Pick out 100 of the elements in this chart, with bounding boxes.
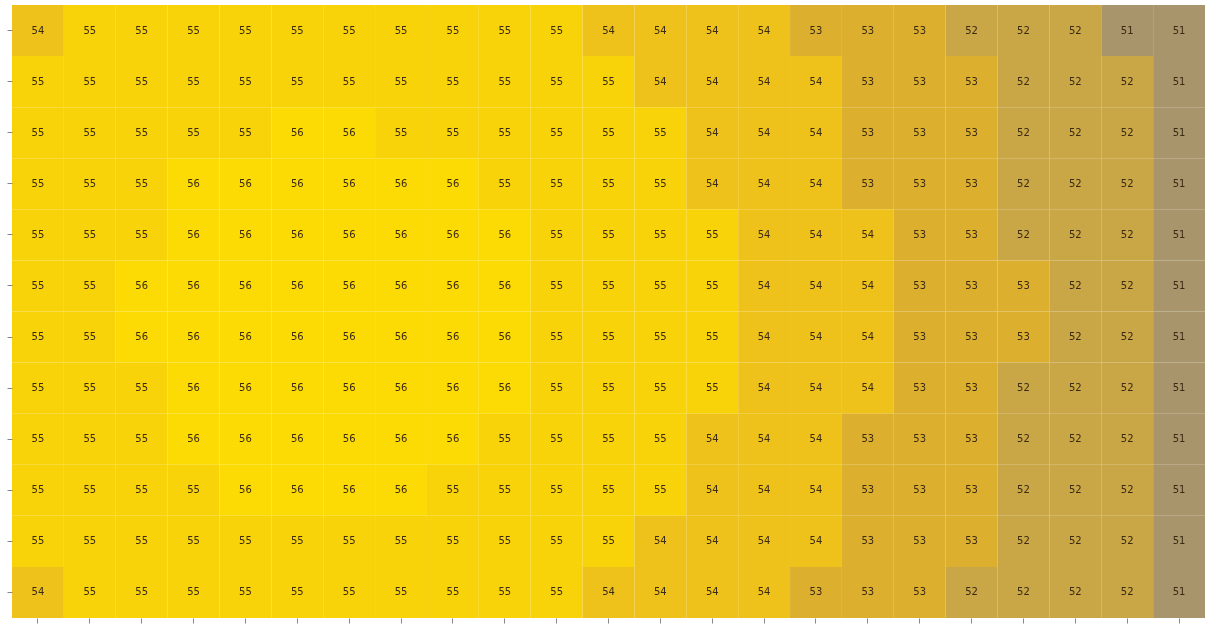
data-label: 51 [1172, 24, 1186, 36]
data-label: 56 [187, 433, 200, 445]
data-label: 55 [654, 177, 667, 189]
data-label: 56 [342, 228, 356, 240]
data-label: 54 [861, 279, 875, 291]
data-label: 54 [757, 24, 771, 36]
data-label: 52 [1017, 484, 1030, 496]
data-label: 55 [135, 126, 149, 138]
data-label: 53 [965, 177, 978, 189]
data-label: 55 [31, 177, 45, 189]
data-label: 52 [1068, 535, 1082, 547]
data-label: 55 [498, 484, 512, 496]
data-label: 55 [550, 75, 563, 87]
data-label: 55 [550, 433, 563, 445]
data-label: 53 [965, 126, 978, 138]
data-label: 52 [1017, 535, 1030, 547]
data-label: 55 [187, 126, 200, 138]
data-label: 56 [446, 177, 460, 189]
data-label: 53 [913, 535, 927, 547]
data-label: 56 [394, 382, 408, 394]
data-label: 55 [602, 433, 615, 445]
data-label: 55 [31, 331, 45, 343]
data-label: 55 [83, 331, 97, 343]
data-label: 51 [1172, 331, 1186, 343]
data-label: 56 [187, 228, 200, 240]
data-label: 52 [1120, 331, 1134, 343]
data-label: 55 [83, 484, 97, 496]
data-label: 56 [394, 279, 408, 291]
data-label: 55 [446, 24, 460, 36]
data-label: 56 [394, 433, 408, 445]
data-label: 53 [809, 24, 823, 36]
data-label: 55 [135, 535, 149, 547]
data-label: 53 [861, 177, 875, 189]
data-label: 55 [135, 177, 149, 189]
data-label: 54 [705, 126, 719, 138]
data-label: 53 [965, 433, 978, 445]
data-label: 55 [550, 586, 563, 598]
data-label: 56 [446, 331, 460, 343]
data-label: 55 [31, 484, 45, 496]
data-label: 55 [83, 586, 97, 598]
data-label: 55 [654, 279, 667, 291]
data-label: 55 [83, 382, 97, 394]
data-label: 53 [913, 586, 927, 598]
data-label: 54 [757, 535, 771, 547]
data-label: 56 [342, 331, 356, 343]
data-label: 55 [705, 331, 719, 343]
data-label: 56 [135, 331, 149, 343]
data-label: 55 [550, 279, 563, 291]
data-label: 55 [135, 24, 149, 36]
data-label: 52 [1068, 382, 1082, 394]
data-label: 55 [394, 586, 408, 598]
data-label: 55 [498, 75, 512, 87]
data-label: 53 [861, 24, 875, 36]
data-label: 52 [1068, 24, 1082, 36]
data-label: 52 [1017, 433, 1030, 445]
data-label: 53 [913, 433, 927, 445]
data-label: 55 [83, 279, 97, 291]
data-label: 53 [965, 484, 978, 496]
data-label: 56 [135, 279, 149, 291]
data-label: 55 [187, 484, 200, 496]
data-label: 53 [1017, 331, 1030, 343]
data-label: 52 [1017, 24, 1030, 36]
data-label: 56 [446, 228, 460, 240]
data-label: 54 [809, 484, 823, 496]
data-label: 54 [757, 433, 771, 445]
data-label: 56 [290, 228, 304, 240]
data-label: 56 [290, 433, 304, 445]
data-label: 54 [757, 279, 771, 291]
data-label: 55 [550, 382, 563, 394]
data-label: 51 [1172, 126, 1186, 138]
data-label: 51 [1172, 535, 1186, 547]
data-label: 55 [135, 586, 149, 598]
data-label: 53 [965, 382, 978, 394]
data-label: 55 [290, 586, 304, 598]
data-label: 55 [83, 75, 97, 87]
data-label: 55 [602, 535, 615, 547]
data-label: 56 [498, 279, 512, 291]
data-label: 55 [602, 126, 615, 138]
data-label: 52 [1068, 484, 1082, 496]
data-label: 54 [757, 331, 771, 343]
data-label: 54 [809, 433, 823, 445]
data-label: 55 [342, 75, 356, 87]
data-label: 55 [83, 24, 97, 36]
data-label: 55 [446, 586, 460, 598]
data-label: 55 [550, 177, 563, 189]
data-label: 56 [187, 382, 200, 394]
data-label: 56 [446, 433, 460, 445]
data-label: 53 [913, 279, 927, 291]
data-label: 54 [654, 24, 667, 36]
data-label: 55 [290, 24, 304, 36]
data-label: 56 [239, 279, 252, 291]
data-label: 52 [1068, 433, 1082, 445]
data-label: 53 [1017, 279, 1030, 291]
data-label: 55 [187, 75, 200, 87]
data-label: 52 [1120, 279, 1134, 291]
data-label: 53 [913, 24, 927, 36]
data-label: 55 [239, 535, 252, 547]
data-label: 52 [1068, 279, 1082, 291]
data-label: 53 [965, 331, 978, 343]
data-label: 55 [187, 586, 200, 598]
